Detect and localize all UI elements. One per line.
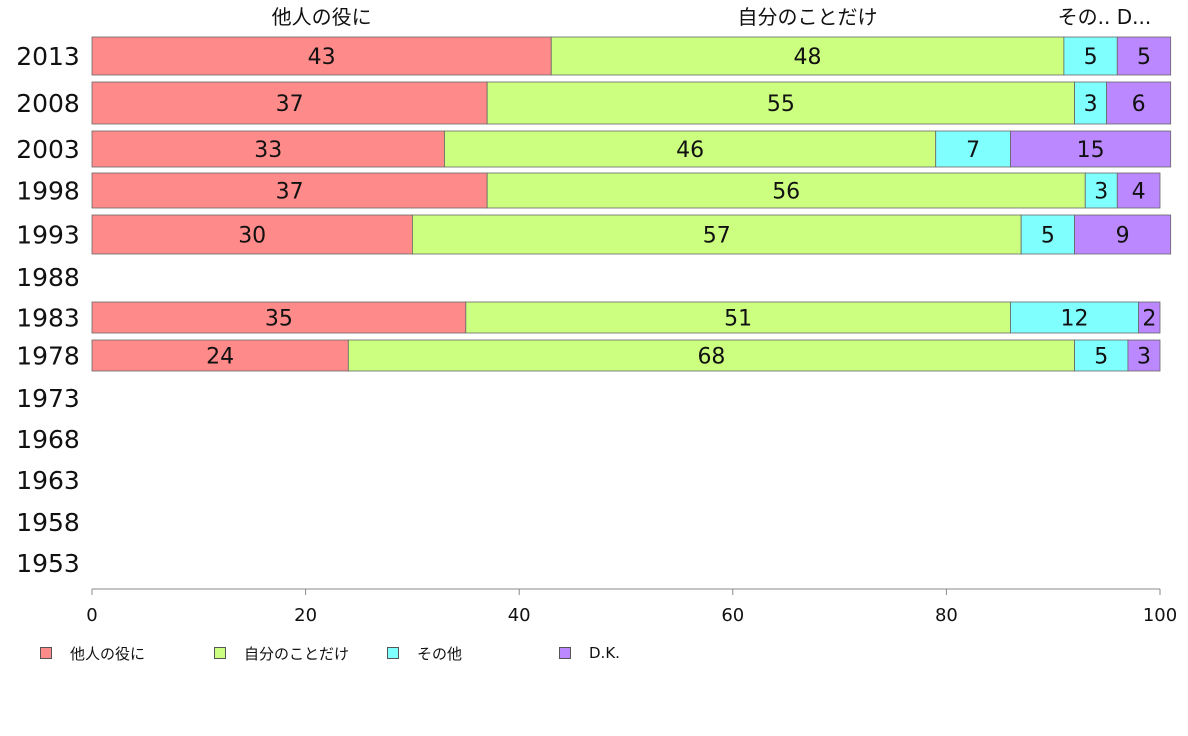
data-label-2013-series-1: 43	[308, 45, 336, 70]
bar-2003-series-1	[91, 130, 445, 168]
data-label-1993-series-1: 30	[238, 224, 266, 249]
legend-label-series-3: その他	[417, 644, 463, 663]
top-label-4: D...	[1117, 5, 1151, 29]
bar-1998-series-2	[486, 172, 1086, 209]
data-label-2008-series-4: 6	[1132, 92, 1146, 117]
data-label-1983-series-2: 51	[724, 307, 752, 332]
data-label-1978-series-1: 24	[206, 345, 234, 370]
data-label-2013-series-3: 5	[1084, 45, 1098, 70]
category-label-1978: 1978	[16, 342, 80, 371]
category-label-1988: 1988	[16, 263, 80, 292]
data-label-1983-series-3: 12	[1061, 307, 1089, 332]
data-label-1983-series-4: 2	[1142, 307, 1156, 332]
legend-item-series-4: D.K.	[559, 640, 620, 666]
category-label-2008: 2008	[16, 89, 80, 118]
data-label-2008-series-1: 37	[276, 92, 304, 117]
data-label-2003-series-3: 7	[966, 138, 980, 163]
category-label-1998: 1998	[16, 177, 80, 206]
category-label-1983: 1983	[16, 304, 80, 333]
bar-1978-series-4	[1127, 339, 1161, 372]
legend-label-series-1: 他人の役に	[70, 644, 146, 663]
legend-swatch-series-1	[40, 647, 52, 659]
bar-2008-series-3	[1074, 81, 1108, 125]
category-label-2013: 2013	[16, 42, 80, 71]
bar-1993-series-1	[91, 214, 413, 255]
bar-1978-series-1	[91, 339, 349, 372]
x-tick-label-80: 80	[935, 605, 958, 626]
bar-1978-series-2	[347, 339, 1075, 372]
data-label-2013-series-4: 5	[1137, 45, 1151, 70]
category-label-1958: 1958	[16, 508, 80, 537]
data-label-1993-series-4: 9	[1116, 224, 1130, 249]
data-label-1983-series-1: 35	[265, 307, 293, 332]
bar-2013-series-3	[1063, 36, 1118, 76]
stacked-bar-chart: 他人の役に 自分のことだけ その.. D...20132008200319981993…	[16, 5, 1177, 626]
data-label-1998-series-2: 56	[772, 180, 800, 205]
bar-2008-series-1	[91, 81, 488, 125]
bar-2013-series-2	[550, 36, 1065, 76]
x-tick-label-0: 0	[86, 605, 97, 626]
bar-2013-series-1	[91, 36, 552, 76]
x-tick-label-20: 20	[294, 605, 317, 626]
legend-swatch-series-2	[214, 647, 226, 659]
legend-item-series-1: 他人の役に	[40, 640, 145, 666]
bar-2008-series-2	[486, 81, 1075, 125]
category-label-1953: 1953	[16, 549, 80, 578]
bar-1993-series-2	[411, 214, 1022, 255]
data-label-1978-series-2: 68	[697, 345, 725, 370]
legend-swatch-series-4	[559, 647, 571, 659]
data-label-1978-series-4: 3	[1137, 345, 1151, 370]
bar-1978-series-3	[1074, 339, 1129, 372]
data-label-2003-series-1: 33	[254, 138, 282, 163]
category-label-1973: 1973	[16, 384, 80, 413]
data-label-2008-series-3: 3	[1084, 92, 1098, 117]
legend-item-series-2: 自分のことだけ	[214, 640, 349, 666]
bar-1983-series-3	[1010, 301, 1140, 334]
data-label-2013-series-2: 48	[794, 45, 822, 70]
x-tick-label-60: 60	[721, 605, 744, 626]
top-label-1: 他人の役に	[272, 5, 372, 29]
category-label-2003: 2003	[16, 135, 80, 164]
top-label-3: その..	[1058, 5, 1111, 29]
data-label-1998-series-1: 37	[276, 180, 304, 205]
bar-1998-series-1	[91, 172, 488, 209]
bar-1983-series-2	[465, 301, 1011, 334]
x-tick-label-100: 100	[1143, 605, 1177, 626]
data-label-2003-series-2: 46	[676, 138, 704, 163]
data-label-1978-series-3: 5	[1094, 345, 1108, 370]
category-label-1968: 1968	[16, 425, 80, 454]
data-label-2008-series-2: 55	[767, 92, 795, 117]
legend: 他人の役に 自分のことだけ その他 D.K.	[0, 640, 1188, 670]
bar-1993-series-3	[1020, 214, 1075, 255]
legend-label-series-4: D.K.	[589, 644, 620, 662]
top-label-2: 自分のことだけ	[738, 5, 878, 29]
data-label-1993-series-2: 57	[703, 224, 731, 249]
bar-1983-series-4	[1138, 301, 1161, 334]
data-label-1993-series-3: 5	[1041, 224, 1055, 249]
x-tick-label-40: 40	[508, 605, 531, 626]
legend-swatch-series-3	[387, 647, 399, 659]
category-label-1963: 1963	[16, 466, 80, 495]
legend-item-series-3: その他	[387, 640, 462, 666]
bar-2003-series-2	[444, 130, 937, 168]
data-label-1998-series-4: 4	[1132, 180, 1146, 205]
data-label-1998-series-3: 3	[1094, 180, 1108, 205]
data-label-2003-series-4: 15	[1077, 138, 1105, 163]
bar-1983-series-1	[91, 301, 467, 334]
bar-1998-series-4	[1116, 172, 1161, 209]
legend-label-series-2: 自分のことだけ	[244, 644, 350, 663]
bar-2013-series-4	[1116, 36, 1172, 76]
bar-2008-series-4	[1106, 81, 1172, 125]
bar-2003-series-4	[1010, 130, 1172, 168]
category-label-1993: 1993	[16, 221, 80, 250]
bar-1993-series-4	[1074, 214, 1172, 255]
